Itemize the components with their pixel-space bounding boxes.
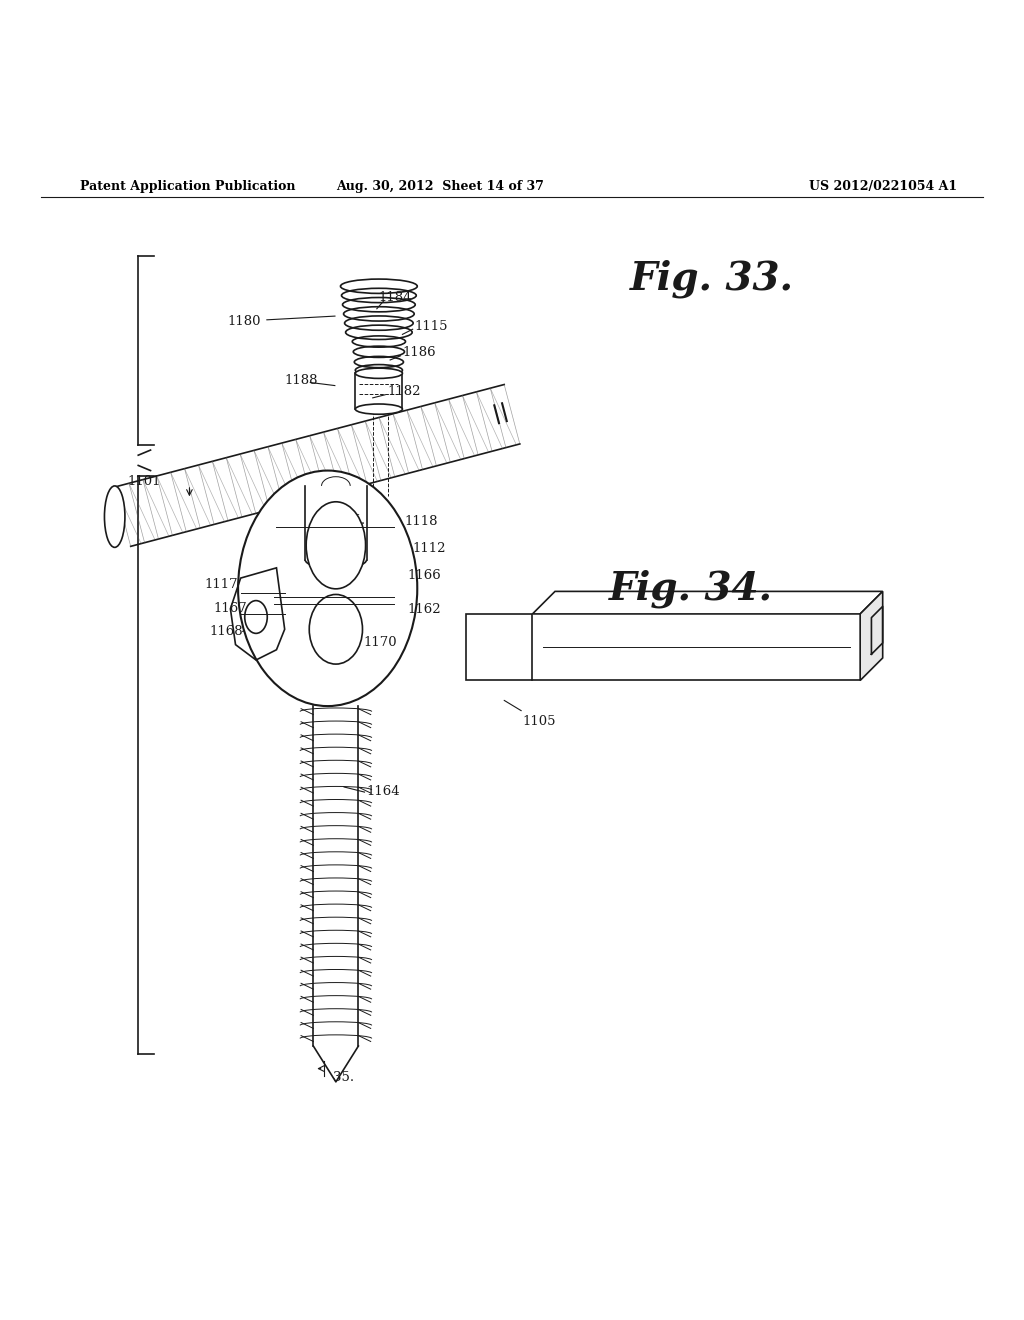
Text: Fig. 33.: Fig. 33.	[630, 260, 794, 298]
Text: Fig. 34.: Fig. 34.	[609, 569, 773, 607]
Text: 1180: 1180	[227, 314, 335, 327]
Text: 1170: 1170	[364, 636, 397, 649]
Text: US 2012/0221054 A1: US 2012/0221054 A1	[809, 180, 957, 193]
Text: 1105: 1105	[504, 701, 556, 727]
Text: 1118: 1118	[404, 515, 438, 528]
Text: 35.: 35.	[333, 1072, 354, 1084]
Text: 1184: 1184	[379, 290, 413, 304]
Text: 1188: 1188	[285, 374, 318, 387]
Ellipse shape	[355, 404, 402, 414]
Polygon shape	[532, 591, 883, 614]
Text: Aug. 30, 2012  Sheet 14 of 37: Aug. 30, 2012 Sheet 14 of 37	[336, 180, 545, 193]
Text: 1166: 1166	[408, 569, 441, 582]
Text: 35.: 35.	[327, 515, 366, 528]
Text: 1115: 1115	[415, 319, 449, 333]
Polygon shape	[860, 591, 883, 681]
Polygon shape	[466, 614, 532, 681]
Text: 1162: 1162	[408, 603, 441, 616]
Text: 1164: 1164	[367, 784, 400, 797]
Text: 1168: 1168	[210, 624, 244, 638]
Text: 1186: 1186	[402, 346, 436, 359]
Text: 1112: 1112	[413, 543, 446, 554]
Ellipse shape	[104, 486, 125, 548]
Ellipse shape	[309, 594, 362, 664]
Text: 1117: 1117	[205, 578, 239, 591]
Text: Patent Application Publication: Patent Application Publication	[80, 180, 295, 193]
Ellipse shape	[355, 368, 402, 379]
Text: 1167: 1167	[213, 602, 247, 615]
Ellipse shape	[306, 502, 366, 589]
Text: 1101: 1101	[127, 475, 161, 488]
Text: 1182: 1182	[387, 385, 421, 399]
Ellipse shape	[238, 470, 418, 706]
